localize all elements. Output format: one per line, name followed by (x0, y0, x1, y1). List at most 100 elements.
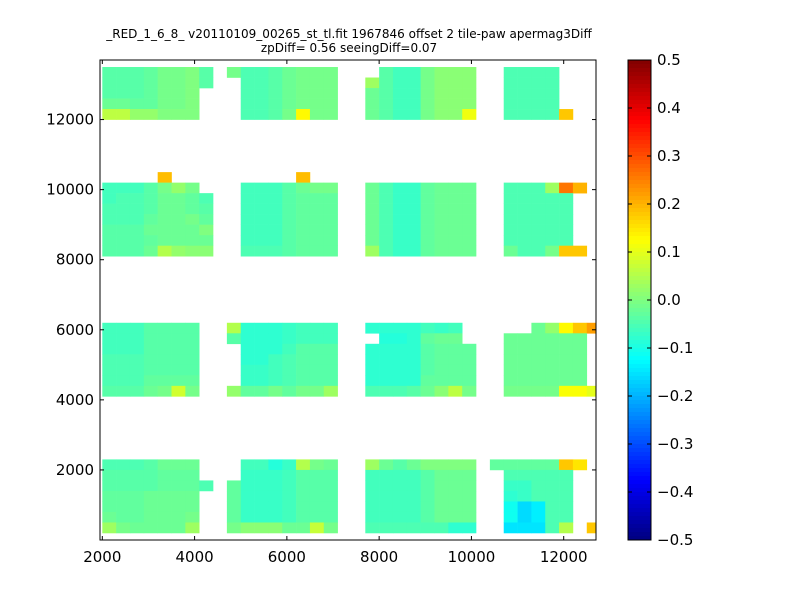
heatmap-cell (379, 245, 394, 257)
heatmap-cell (420, 354, 435, 366)
heatmap-cell (296, 333, 311, 345)
colorbar-segment (628, 496, 651, 501)
heatmap-cell (309, 109, 325, 120)
heatmap-cell (116, 245, 131, 257)
heatmap-cell (268, 245, 283, 257)
heatmap-cell (171, 511, 186, 523)
heatmap-cell (503, 364, 518, 376)
colorbar-segment (628, 300, 651, 305)
heatmap-cell (309, 67, 325, 78)
colorbar-segment (628, 160, 651, 165)
heatmap-cell (116, 333, 131, 345)
heatmap-cell (365, 235, 380, 246)
heatmap-cell (392, 322, 408, 334)
heatmap-cell (559, 343, 574, 355)
colorbar-segment (628, 196, 651, 201)
heatmap-cell (392, 522, 408, 534)
heatmap-cell (171, 235, 186, 246)
heatmap-cell (392, 224, 408, 236)
x-tick-label: 10000 (448, 548, 496, 566)
heatmap-cell (309, 501, 325, 513)
heatmap-cell (406, 333, 421, 345)
heatmap-cell (116, 364, 131, 376)
heatmap-cell (503, 375, 518, 387)
heatmap-cell (240, 385, 255, 397)
heatmap-cell (226, 322, 242, 334)
heatmap-cell (102, 501, 117, 513)
plot-area (99, 59, 597, 541)
heatmap-cell (268, 522, 283, 534)
heatmap-cell (379, 98, 394, 110)
heatmap-cell (323, 109, 338, 120)
x-tick-label: 4000 (175, 548, 213, 566)
heatmap-cell (157, 364, 172, 376)
heatmap-cell (365, 343, 380, 355)
heatmap-cell (448, 98, 463, 110)
colorbar-segment (628, 416, 651, 421)
heatmap-cell (282, 459, 297, 471)
heatmap-cell (254, 343, 269, 355)
heatmap-cell (448, 511, 463, 523)
heatmap-cell (185, 193, 200, 204)
colorbar-segment (628, 404, 651, 409)
heatmap-cell (282, 67, 297, 78)
heatmap-cell (157, 385, 172, 397)
heatmap-cell (434, 354, 449, 366)
heatmap-cell (185, 333, 200, 345)
heatmap-cell (240, 490, 255, 502)
heatmap-cell (462, 490, 477, 502)
heatmap-cell (102, 385, 117, 397)
heatmap-cell (517, 354, 532, 366)
heatmap-cell (545, 354, 560, 366)
heatmap-cell (240, 459, 255, 471)
colorbar-segment (628, 188, 651, 193)
heatmap-cell (531, 77, 546, 89)
heatmap-cell (254, 490, 269, 502)
heatmap-cell (406, 235, 421, 246)
colorbar-segment (628, 344, 651, 349)
colorbar-segment (628, 88, 651, 93)
heatmap-cell (448, 109, 463, 120)
colorbar-segment (628, 224, 651, 229)
heatmap-cell (185, 88, 200, 99)
heatmap-cell (545, 522, 560, 534)
heatmap-cell (199, 245, 214, 257)
heatmap-cell (545, 98, 560, 110)
heatmap-cell (420, 182, 435, 194)
heatmap-cell (157, 459, 172, 471)
chart-title-line1: _RED_1_6_8_ v20110109_00265_st_tl.fit 19… (105, 27, 592, 41)
heatmap-cell (226, 385, 242, 397)
heatmap-cell (448, 193, 463, 204)
heatmap-cell (282, 214, 297, 225)
heatmap-cell (240, 214, 255, 225)
heatmap-cell (143, 235, 158, 246)
heatmap-cell (323, 469, 338, 481)
heatmap-cell (171, 522, 186, 534)
heatmap-cell (129, 501, 145, 513)
heatmap-cell (365, 98, 380, 110)
heatmap-cell (226, 511, 242, 523)
heatmap-cell (296, 224, 311, 236)
heatmap-cell (365, 109, 380, 120)
heatmap-cell (254, 375, 269, 387)
heatmap-cell (517, 98, 532, 110)
heatmap-cell (171, 182, 186, 194)
heatmap-cell (240, 364, 255, 376)
heatmap-cell (420, 522, 435, 534)
colorbar-segment (628, 312, 651, 317)
colorbar-segment (628, 392, 651, 397)
heatmap-cell (517, 193, 532, 204)
heatmap-cell (365, 193, 380, 204)
heatmap-cell (102, 67, 117, 78)
colorbar-segment (628, 76, 651, 81)
heatmap-cell (268, 343, 283, 355)
heatmap-cell (143, 214, 158, 225)
heatmap-cell (268, 109, 283, 120)
heatmap-cell (379, 77, 394, 89)
y-tick-label: 2000 (56, 461, 94, 479)
heatmap-cell (129, 385, 145, 397)
heatmap-cell (559, 203, 574, 215)
heatmap-cell (282, 98, 297, 110)
heatmap-cell (434, 333, 449, 345)
heatmap-cell (254, 193, 269, 204)
